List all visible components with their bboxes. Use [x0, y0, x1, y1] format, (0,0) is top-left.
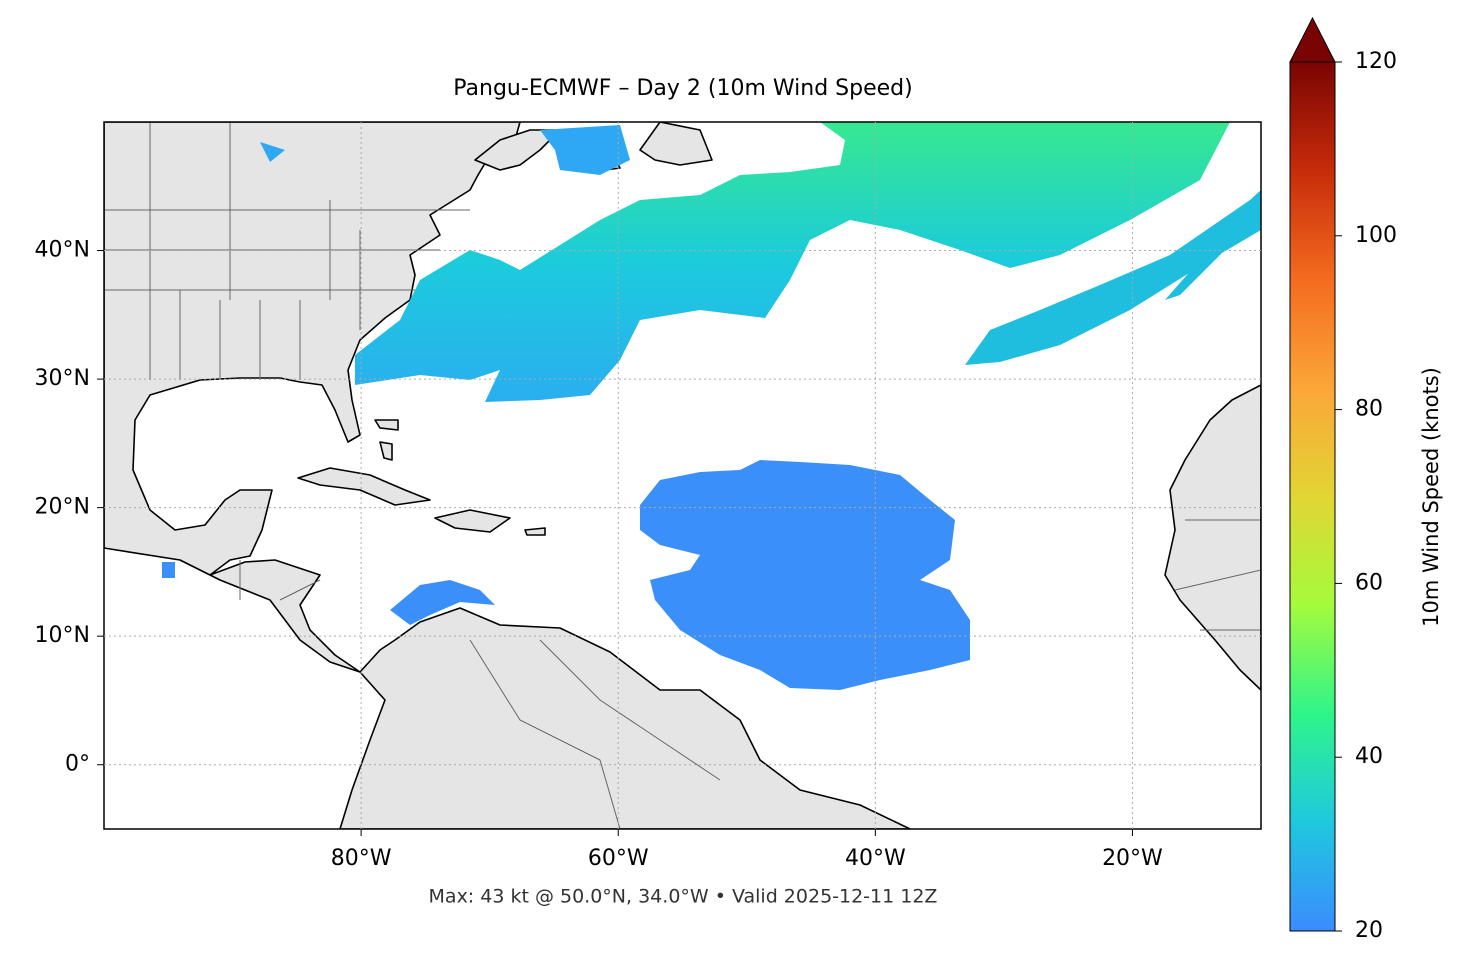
- colorbar-extension: [1289, 16, 1336, 63]
- y-tick-label: 30°N: [35, 366, 90, 391]
- x-tick-label: 20°W: [1102, 846, 1163, 871]
- colorbar-tick-label: 120: [1355, 49, 1397, 74]
- annotation: Max: 43 kt @ 50.0°N, 34.0°W • Valid 2025…: [429, 886, 938, 908]
- wind-field: [965, 190, 1261, 365]
- y-tick-label: 10°N: [35, 623, 90, 648]
- land: [1164, 384, 1261, 691]
- y-tick-label: 20°N: [35, 495, 90, 520]
- colorbar-tick-label: 20: [1355, 918, 1383, 943]
- colorbar-tick-label: 60: [1355, 570, 1383, 595]
- land: [104, 122, 911, 829]
- wind-field: [355, 122, 1230, 402]
- x-tick-label: 40°W: [845, 846, 906, 871]
- state-border: [104, 122, 1261, 829]
- y-tick-label: 0°: [65, 752, 90, 777]
- chart-title: Pangu-ECMWF – Day 2 (10m Wind Speed): [453, 76, 912, 101]
- land: [297, 419, 546, 536]
- map-frame: [103, 121, 1262, 830]
- x-tick-label: 80°W: [331, 846, 392, 871]
- colorbar-tick-label: 100: [1355, 223, 1397, 248]
- wind-field: [162, 460, 970, 690]
- x-tick-label: 60°W: [588, 846, 649, 871]
- colorbar: [1289, 61, 1336, 932]
- y-tick-label: 40°N: [35, 238, 90, 263]
- colorbar-tick-label: 40: [1355, 744, 1383, 769]
- colorbar-label: 10m Wind Speed (knots): [1419, 367, 1443, 627]
- wind-field: [260, 125, 630, 175]
- colorbar-tick-label: 80: [1355, 397, 1383, 422]
- map-area: [104, 122, 1261, 829]
